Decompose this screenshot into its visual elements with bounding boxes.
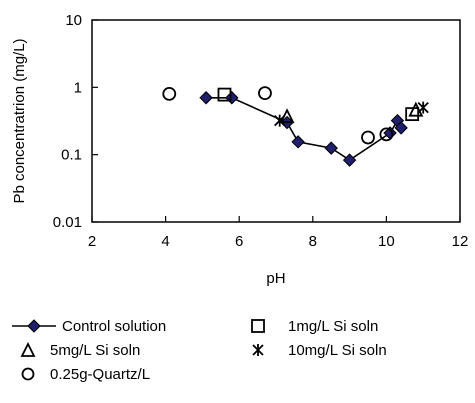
data-point bbox=[417, 101, 429, 114]
x-tick-label: 6 bbox=[235, 233, 243, 250]
series-0 bbox=[199, 91, 408, 167]
data-point bbox=[379, 127, 394, 142]
data-point bbox=[217, 87, 232, 102]
legend-label: 1mg/L Si soln bbox=[288, 317, 379, 335]
legend: Control solution 1mg/L Si soln 5mg/L Si … bbox=[12, 315, 472, 400]
series-4 bbox=[162, 86, 394, 145]
x-axis-ticks: 2 4 6 8 10 12 bbox=[88, 216, 469, 250]
legend-triangle-icon bbox=[20, 342, 36, 357]
data-point bbox=[394, 121, 408, 135]
series-line bbox=[206, 97, 402, 162]
x-tick-label: 12 bbox=[452, 233, 469, 250]
legend-item-5mg-si: 5mg/L Si soln bbox=[20, 339, 140, 361]
y-axis-title: Pb concentratrion (mg/L) bbox=[11, 38, 28, 203]
legend-label: 0.25g-Quartz/L bbox=[50, 365, 151, 383]
legend-item-1mg-si: 1mg/L Si soln bbox=[250, 315, 378, 337]
legend-label: 10mg/L Si soln bbox=[288, 341, 387, 359]
legend-label: 5mg/L Si soln bbox=[50, 341, 141, 359]
legend-item-control-solution: Control solution bbox=[12, 315, 166, 337]
series-3 bbox=[274, 101, 429, 127]
data-point bbox=[199, 91, 213, 105]
y-tick-label: 1 bbox=[74, 79, 82, 96]
data-point bbox=[342, 153, 357, 167]
legend-circle-icon bbox=[21, 367, 35, 381]
series-layer bbox=[162, 86, 429, 167]
data-point bbox=[324, 141, 338, 155]
x-axis-title: pH bbox=[266, 270, 285, 287]
x-tick-label: 10 bbox=[378, 233, 395, 250]
x-tick-label: 8 bbox=[309, 233, 317, 250]
plot-area-frame bbox=[91, 19, 461, 223]
data-point bbox=[225, 91, 239, 105]
data-point bbox=[291, 135, 305, 149]
data-point bbox=[408, 101, 424, 117]
data-point bbox=[274, 114, 286, 127]
chart: 10 1 0.1 0.01 2 4 6 8 10 12 pH Pb concentratrion… bbox=[11, 12, 469, 287]
legend-label: Control solution bbox=[62, 317, 167, 335]
data-point bbox=[405, 107, 420, 122]
legend-item-10mg-si: 10mg/L Si soln bbox=[250, 339, 387, 361]
data-point bbox=[258, 86, 272, 101]
y-tick-label: 0.1 bbox=[61, 147, 82, 164]
legend-item-quartz: 0.25g-Quartz/L bbox=[20, 363, 150, 385]
legend-asterisk-icon bbox=[252, 344, 264, 356]
y-tick-label: 10 bbox=[65, 12, 82, 29]
y-tick-label: 0.01 bbox=[53, 214, 82, 231]
legend-square-icon bbox=[251, 319, 265, 333]
y-axis-ticks: 10 1 0.1 0.01 bbox=[53, 12, 98, 231]
data-point bbox=[162, 86, 177, 101]
x-tick-label: 4 bbox=[161, 233, 169, 250]
series-1 bbox=[217, 87, 420, 122]
legend-line-diamond-icon bbox=[12, 319, 56, 333]
data-point bbox=[361, 130, 375, 145]
x-tick-label: 2 bbox=[88, 233, 96, 250]
